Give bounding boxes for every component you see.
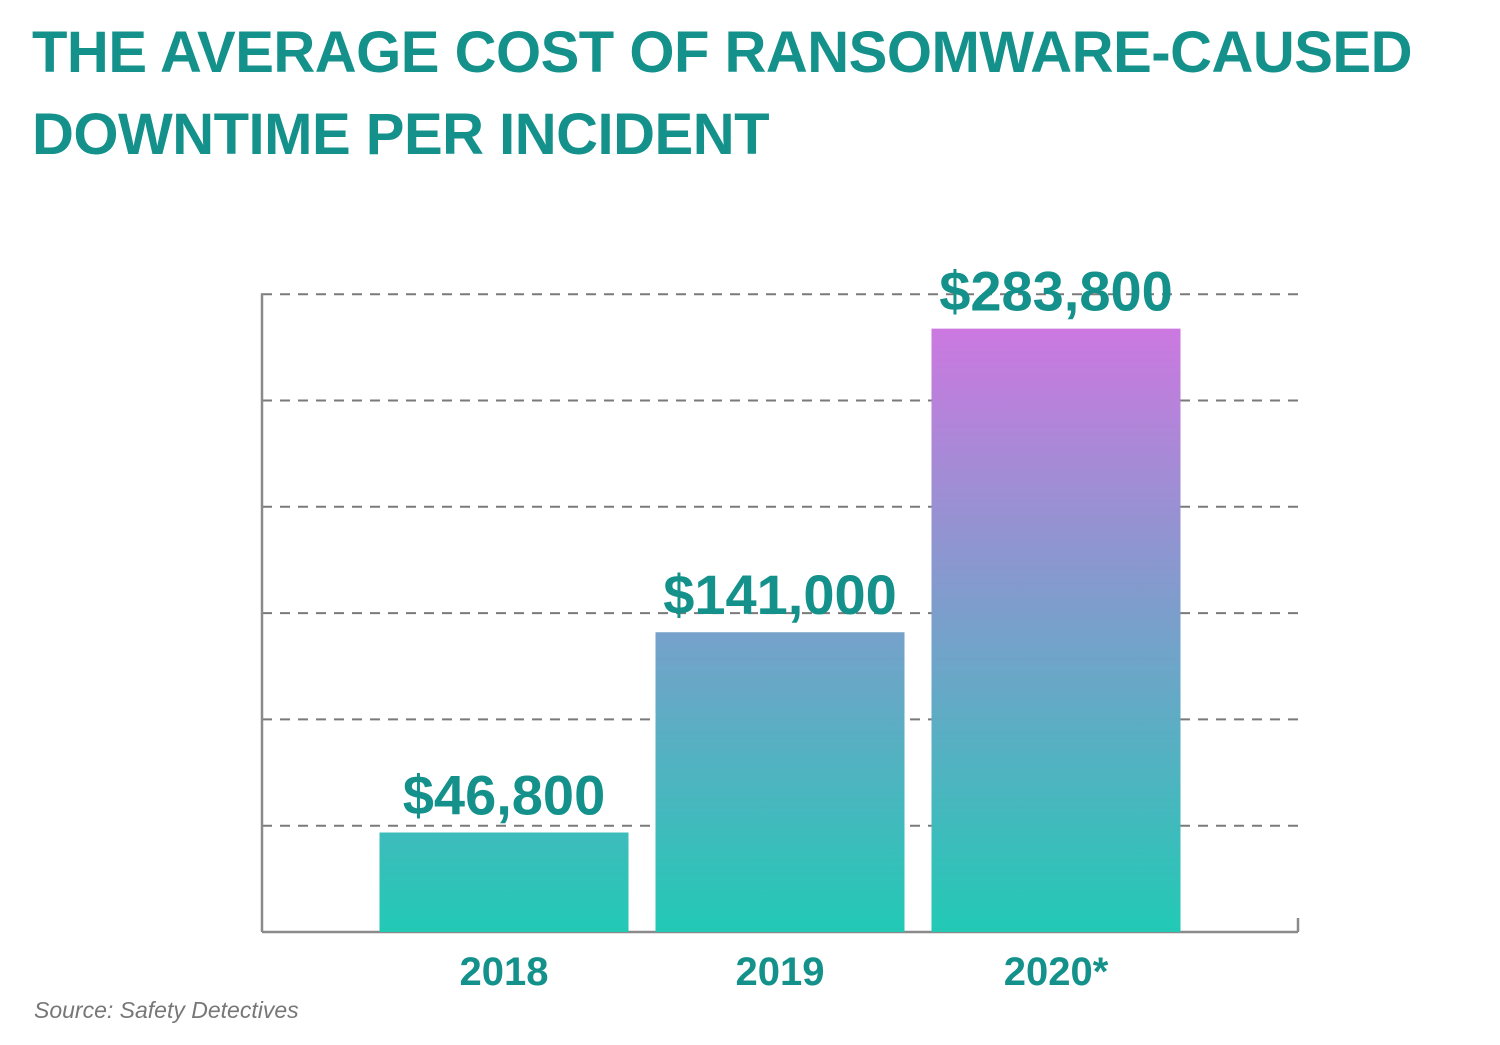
bar-2020 xyxy=(931,328,1181,932)
x-tick-label: 2020* xyxy=(1004,950,1109,994)
chart-title: THE AVERAGE COST OF RANSOMWARE-CAUSED DO… xyxy=(32,12,1472,176)
bar-value-label: $141,000 xyxy=(663,563,897,626)
bar-2018 xyxy=(379,832,629,932)
bar-2019 xyxy=(655,632,905,932)
bars xyxy=(379,328,1181,932)
chart-title-line-1: THE AVERAGE COST OF RANSOMWARE-CAUSED xyxy=(32,20,1413,85)
x-tick-label: 2018 xyxy=(460,950,549,994)
chart-title-line-2: DOWNTIME PER INCIDENT xyxy=(32,102,770,167)
source-note: Source: Safety Detectives xyxy=(34,997,299,1023)
x-axis-tick-labels: 2018 2019 2020* xyxy=(460,950,1109,994)
bar-value-labels: $46,800 $141,000 $283,800 xyxy=(403,260,1173,827)
bar-value-label: $46,800 xyxy=(403,764,605,827)
x-tick-label: 2019 xyxy=(736,950,825,994)
bar-value-label: $283,800 xyxy=(939,260,1173,323)
